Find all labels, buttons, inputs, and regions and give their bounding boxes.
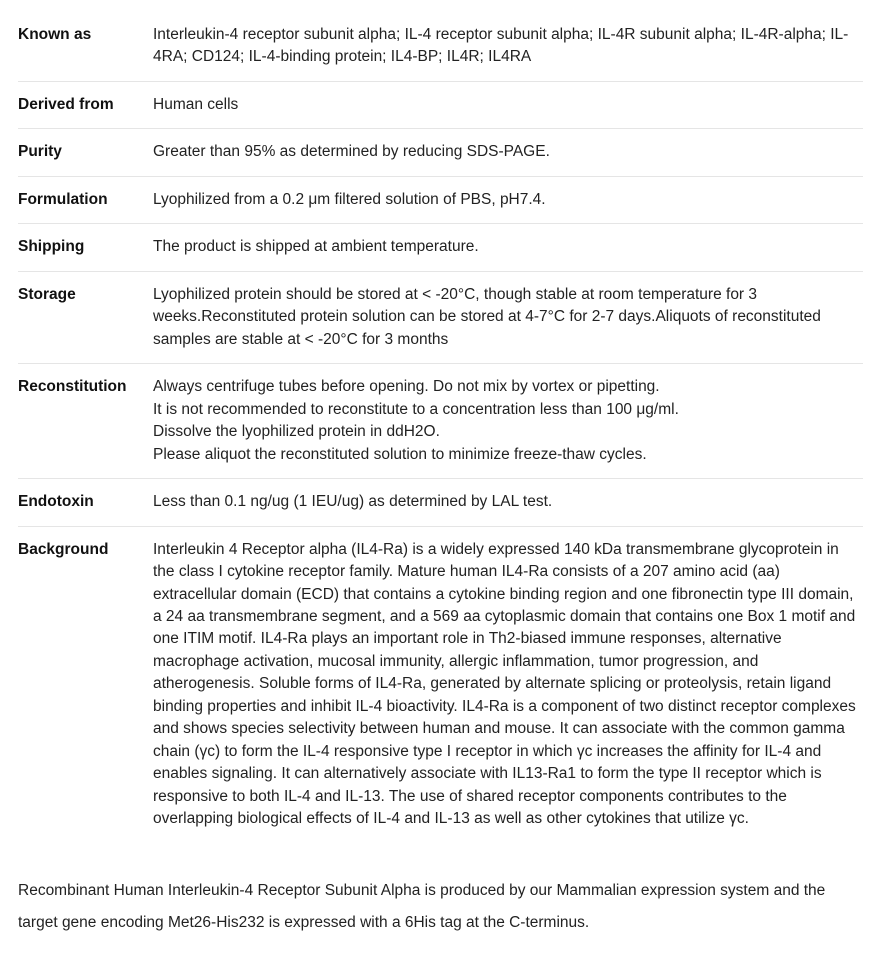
- spec-value: Greater than 95% as determined by reduci…: [153, 129, 863, 176]
- spec-row: BackgroundInterleukin 4 Receptor alpha (…: [18, 526, 863, 843]
- spec-value-line: It is not recommended to reconstitute to…: [153, 399, 863, 421]
- spec-label: Formulation: [18, 176, 153, 223]
- spec-value: Always centrifuge tubes before opening. …: [153, 364, 863, 479]
- spec-value: Lyophilized from a 0.2 μm filtered solut…: [153, 176, 863, 223]
- spec-label: Storage: [18, 271, 153, 363]
- spec-value: Lyophilized protein should be stored at …: [153, 271, 863, 363]
- spec-label: Derived from: [18, 81, 153, 128]
- spec-row: Derived fromHuman cells: [18, 81, 863, 128]
- spec-row: FormulationLyophilized from a 0.2 μm fil…: [18, 176, 863, 223]
- spec-value: Human cells: [153, 81, 863, 128]
- product-spec-container: Known asInterleukin-4 receptor subunit a…: [0, 0, 881, 970]
- spec-value: Interleukin-4 receptor subunit alpha; IL…: [153, 12, 863, 81]
- spec-value-line: Always centrifuge tubes before opening. …: [153, 376, 863, 398]
- spec-row: Known asInterleukin-4 receptor subunit a…: [18, 12, 863, 81]
- spec-table-body: Known asInterleukin-4 receptor subunit a…: [18, 12, 863, 843]
- spec-row: StorageLyophilized protein should be sto…: [18, 271, 863, 363]
- spec-value-line: Dissolve the lyophilized protein in ddH2…: [153, 421, 863, 443]
- spec-row: EndotoxinLess than 0.1 ng/ug (1 IEU/ug) …: [18, 479, 863, 526]
- spec-label: Purity: [18, 129, 153, 176]
- spec-table: Known asInterleukin-4 receptor subunit a…: [18, 12, 863, 843]
- spec-value: Interleukin 4 Receptor alpha (IL4-Ra) is…: [153, 526, 863, 843]
- spec-label: Reconstitution: [18, 364, 153, 479]
- spec-row: ShippingThe product is shipped at ambien…: [18, 224, 863, 271]
- product-description: Recombinant Human Interleukin-4 Receptor…: [18, 875, 863, 940]
- spec-value-line: Please aliquot the reconstituted solutio…: [153, 444, 863, 466]
- spec-label: Endotoxin: [18, 479, 153, 526]
- spec-label: Known as: [18, 12, 153, 81]
- spec-value: The product is shipped at ambient temper…: [153, 224, 863, 271]
- spec-row: ReconstitutionAlways centrifuge tubes be…: [18, 364, 863, 479]
- spec-row: PurityGreater than 95% as determined by …: [18, 129, 863, 176]
- spec-label: Shipping: [18, 224, 153, 271]
- spec-value: Less than 0.1 ng/ug (1 IEU/ug) as determ…: [153, 479, 863, 526]
- spec-label: Background: [18, 526, 153, 843]
